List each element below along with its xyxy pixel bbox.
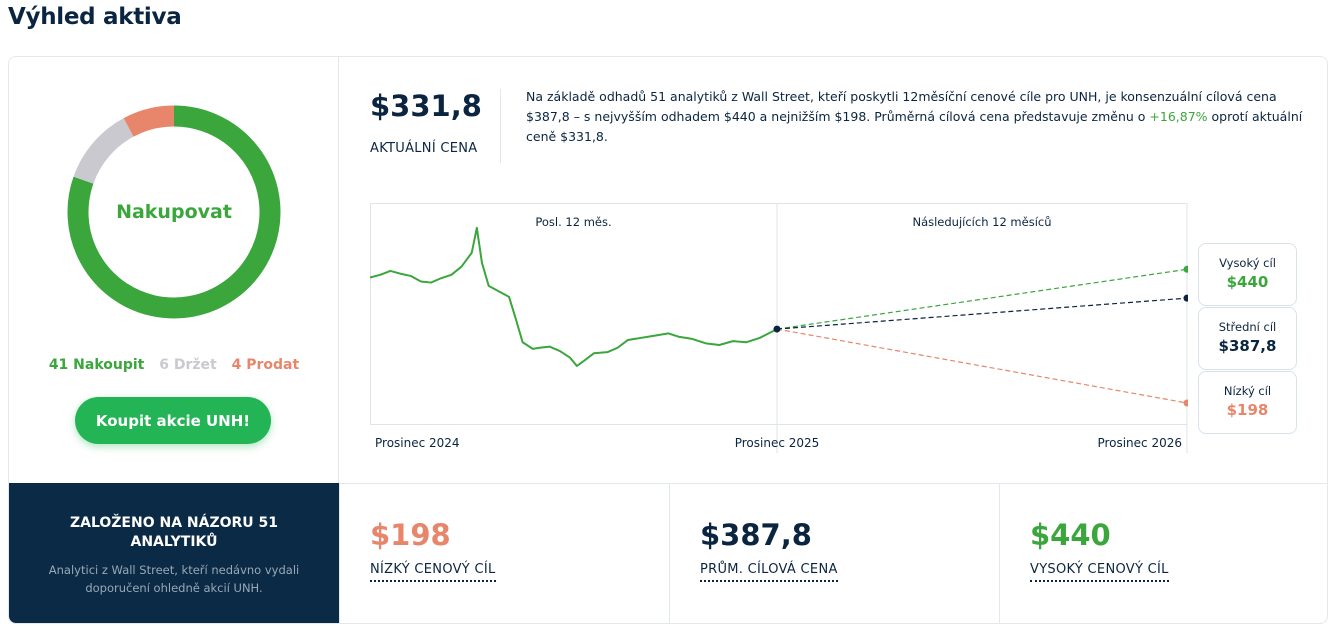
- low-target-stat-label[interactable]: NÍZKÝ CENOVÝ CÍL: [370, 562, 496, 582]
- donut-hold-segment: [73, 118, 134, 184]
- sell-count: 4 Prodat: [231, 357, 300, 373]
- avg-target-stat-value: $387,8: [700, 518, 812, 552]
- summary-text-after: oprotí aktuální ceně $331,8.: [526, 109, 1303, 144]
- vote-counts: 41 Nakoupit 6 Držet 4 Prodat: [9, 357, 339, 373]
- forecast-card: Nakupovat 41 Nakoupit 6 Držet 4 Prodat K…: [8, 56, 1328, 624]
- analysts-title: ZALOŽENO NA NÁZORU 51 ANALYTIKŮ: [69, 515, 279, 550]
- forecast-avg-line: [776, 297, 1188, 330]
- low-target-stat: $198 NÍZKÝ CENOVÝ CÍL: [339, 483, 669, 623]
- section-label-future: Následujících 12 měsíců: [912, 215, 1051, 229]
- low-target-value: $198: [1226, 401, 1269, 419]
- high-target-stat-label[interactable]: VYSOKÝ CENOVÝ CÍL: [1030, 562, 1169, 582]
- high-target-value: $440: [1226, 273, 1269, 291]
- low-target-box: Nízký cíl $198: [1198, 371, 1297, 434]
- current-price-point: [773, 325, 781, 333]
- analysts-panel: ZALOŽENO NA NÁZORU 51 ANALYTIKŮ Analytic…: [9, 483, 339, 623]
- history-line: [370, 226, 778, 367]
- donut-sell-segment: [123, 105, 175, 137]
- rating-label: Nakupovat: [116, 201, 232, 223]
- avg-target-value: $387,8: [1218, 337, 1277, 355]
- forecast-high-line-end-point: [1183, 265, 1188, 273]
- summary-text-before: Na základě odhadů 51 analytiků z Wall St…: [526, 89, 1277, 124]
- buy-count: 41 Nakoupit: [48, 357, 145, 373]
- high-target-stat-value: $440: [1030, 518, 1111, 552]
- avg-target-box: Střední cíl $387,8: [1198, 307, 1297, 370]
- x-tick-label: Prosinec 2026: [1097, 436, 1182, 450]
- forecast-high-line: [776, 268, 1188, 330]
- rating-donut: Nakupovat: [64, 102, 284, 322]
- divider: [500, 89, 501, 163]
- current-price-block: $331,8 AKTUÁLNÍ CENA: [370, 89, 482, 156]
- forecast-low-line-end-point: [1183, 399, 1188, 407]
- summary-change-pct: +16,87%: [1149, 109, 1208, 124]
- consensus-panel: Nakupovat 41 Nakoupit 6 Držet 4 Prodat K…: [9, 57, 339, 483]
- high-target-box: Vysoký cíl $440: [1198, 243, 1297, 306]
- forecast-avg-line-end-point: [1183, 294, 1188, 302]
- low-target-label: Nízký cíl: [1223, 384, 1272, 398]
- current-price-label: AKTUÁLNÍ CENA: [370, 141, 478, 156]
- section-label-past: Posl. 12 měs.: [535, 215, 611, 229]
- current-price-value: $331,8: [370, 89, 482, 123]
- donut-buy-segment: [67, 105, 281, 319]
- avg-target-stat: $387,8 PRŮM. CÍLOVÁ CENA: [669, 483, 999, 623]
- x-tick-label: Prosinec 2024: [375, 436, 460, 450]
- price-forecast-chart: Posl. 12 měs. Následujících 12 měsíců Pros…: [370, 203, 1188, 453]
- high-target-stat: $440 VYSOKÝ CENOVÝ CÍL: [999, 483, 1327, 623]
- avg-target-label: Střední cíl: [1218, 320, 1277, 334]
- low-target-stat-value: $198: [370, 518, 451, 552]
- chart-frame: [370, 203, 1188, 425]
- forecast-low-line: [776, 328, 1188, 404]
- analysts-subtitle: Analytici z Wall Street, kteří nedávno v…: [48, 563, 300, 595]
- buy-stock-button[interactable]: Koupit akcie UNH!: [75, 397, 271, 444]
- high-target-label: Vysoký cíl: [1219, 256, 1276, 270]
- x-tick-label: Prosinec 2025: [735, 436, 820, 450]
- avg-target-stat-label[interactable]: PRŮM. CÍLOVÁ CENA: [700, 562, 838, 582]
- forecast-summary: Na základě odhadů 51 analytiků z Wall St…: [526, 87, 1306, 147]
- forecast-panel: $331,8 AKTUÁLNÍ CENA Na základě odhadů 5…: [340, 57, 1327, 483]
- page-title: Výhled aktiva: [8, 4, 182, 30]
- hold-count: 6 Držet: [159, 357, 217, 373]
